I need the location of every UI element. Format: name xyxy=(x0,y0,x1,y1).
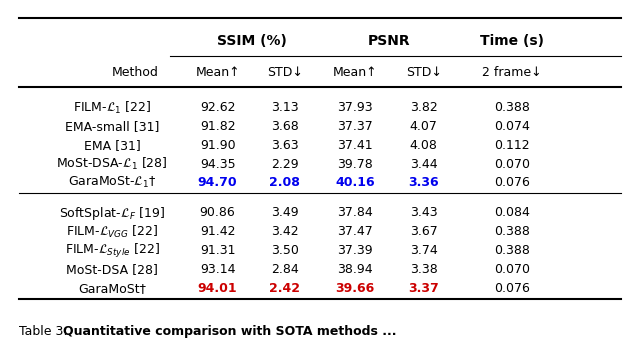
Text: 2.08: 2.08 xyxy=(269,176,300,189)
Text: GaraMoSt-$\mathcal{L}_1$†: GaraMoSt-$\mathcal{L}_1$† xyxy=(68,175,156,190)
Text: 37.37: 37.37 xyxy=(337,120,373,133)
Text: 39.78: 39.78 xyxy=(337,158,373,170)
Text: 0.074: 0.074 xyxy=(494,120,530,133)
Text: 4.08: 4.08 xyxy=(410,139,438,152)
Text: 91.42: 91.42 xyxy=(200,225,236,238)
Text: Mean↑: Mean↑ xyxy=(333,66,378,79)
Text: 0.076: 0.076 xyxy=(494,176,530,189)
Text: 39.66: 39.66 xyxy=(335,282,375,295)
Text: 91.31: 91.31 xyxy=(200,244,236,257)
Text: 3.49: 3.49 xyxy=(271,207,299,219)
Text: 37.41: 37.41 xyxy=(337,139,373,152)
Text: FILM-$\mathcal{L}_{VGG}$ [22]: FILM-$\mathcal{L}_{VGG}$ [22] xyxy=(66,224,158,240)
Text: 3.36: 3.36 xyxy=(408,176,439,189)
Text: Method: Method xyxy=(112,66,159,79)
Text: 37.84: 37.84 xyxy=(337,207,373,219)
Text: 2.42: 2.42 xyxy=(269,282,300,295)
Text: STD↓: STD↓ xyxy=(406,66,442,79)
Text: 0.076: 0.076 xyxy=(494,282,530,295)
Text: 3.68: 3.68 xyxy=(271,120,299,133)
Text: STD↓: STD↓ xyxy=(267,66,303,79)
Text: 0.070: 0.070 xyxy=(494,158,530,170)
Text: GaraMoSt†: GaraMoSt† xyxy=(78,282,146,295)
Text: FILM-$\mathcal{L}_{Style}$ [22]: FILM-$\mathcal{L}_{Style}$ [22] xyxy=(65,242,159,260)
Text: 0.388: 0.388 xyxy=(494,101,530,114)
Text: 37.47: 37.47 xyxy=(337,225,373,238)
Text: Mean↑: Mean↑ xyxy=(195,66,240,79)
Text: 2 frame↓: 2 frame↓ xyxy=(482,66,542,79)
Text: 37.93: 37.93 xyxy=(337,101,373,114)
Text: 0.084: 0.084 xyxy=(494,207,530,219)
Text: MoSt-DSA [28]: MoSt-DSA [28] xyxy=(66,263,158,276)
Text: 3.67: 3.67 xyxy=(410,225,438,238)
Text: 94.35: 94.35 xyxy=(200,158,236,170)
Text: 3.38: 3.38 xyxy=(410,263,438,276)
Text: 4.07: 4.07 xyxy=(410,120,438,133)
Text: 38.94: 38.94 xyxy=(337,263,373,276)
Text: 40.16: 40.16 xyxy=(335,176,375,189)
Text: SoftSplat-$\mathcal{L}_F$ [19]: SoftSplat-$\mathcal{L}_F$ [19] xyxy=(59,204,165,222)
Text: Quantitative comparison with SOTA methods ...: Quantitative comparison with SOTA method… xyxy=(63,326,396,338)
Text: PSNR: PSNR xyxy=(368,34,410,48)
Text: 0.070: 0.070 xyxy=(494,263,530,276)
Text: EMA [31]: EMA [31] xyxy=(84,139,140,152)
Text: 37.39: 37.39 xyxy=(337,244,373,257)
Text: 3.63: 3.63 xyxy=(271,139,299,152)
Text: 3.44: 3.44 xyxy=(410,158,438,170)
Text: MoSt-DSA-$\mathcal{L}_1$ [28]: MoSt-DSA-$\mathcal{L}_1$ [28] xyxy=(56,156,168,172)
Text: 91.90: 91.90 xyxy=(200,139,236,152)
Text: Table 3:: Table 3: xyxy=(19,326,72,338)
Text: 0.388: 0.388 xyxy=(494,225,530,238)
Text: 93.14: 93.14 xyxy=(200,263,236,276)
Text: 90.86: 90.86 xyxy=(200,207,236,219)
Text: EMA-small [31]: EMA-small [31] xyxy=(65,120,159,133)
Text: 91.82: 91.82 xyxy=(200,120,236,133)
Text: 0.112: 0.112 xyxy=(494,139,530,152)
Text: 94.01: 94.01 xyxy=(198,282,237,295)
Text: 3.50: 3.50 xyxy=(271,244,299,257)
Text: 3.82: 3.82 xyxy=(410,101,438,114)
Text: 3.13: 3.13 xyxy=(271,101,299,114)
Text: FILM-$\mathcal{L}_1$ [22]: FILM-$\mathcal{L}_1$ [22] xyxy=(73,99,151,116)
Text: 92.62: 92.62 xyxy=(200,101,236,114)
Text: 0.388: 0.388 xyxy=(494,244,530,257)
Text: 2.84: 2.84 xyxy=(271,263,299,276)
Text: 2.29: 2.29 xyxy=(271,158,299,170)
Text: 94.70: 94.70 xyxy=(198,176,237,189)
Text: 3.74: 3.74 xyxy=(410,244,438,257)
Text: Time (s): Time (s) xyxy=(480,34,544,48)
Text: SSIM (%): SSIM (%) xyxy=(216,34,287,48)
Text: 3.37: 3.37 xyxy=(408,282,439,295)
Text: 3.43: 3.43 xyxy=(410,207,438,219)
Text: 3.42: 3.42 xyxy=(271,225,299,238)
